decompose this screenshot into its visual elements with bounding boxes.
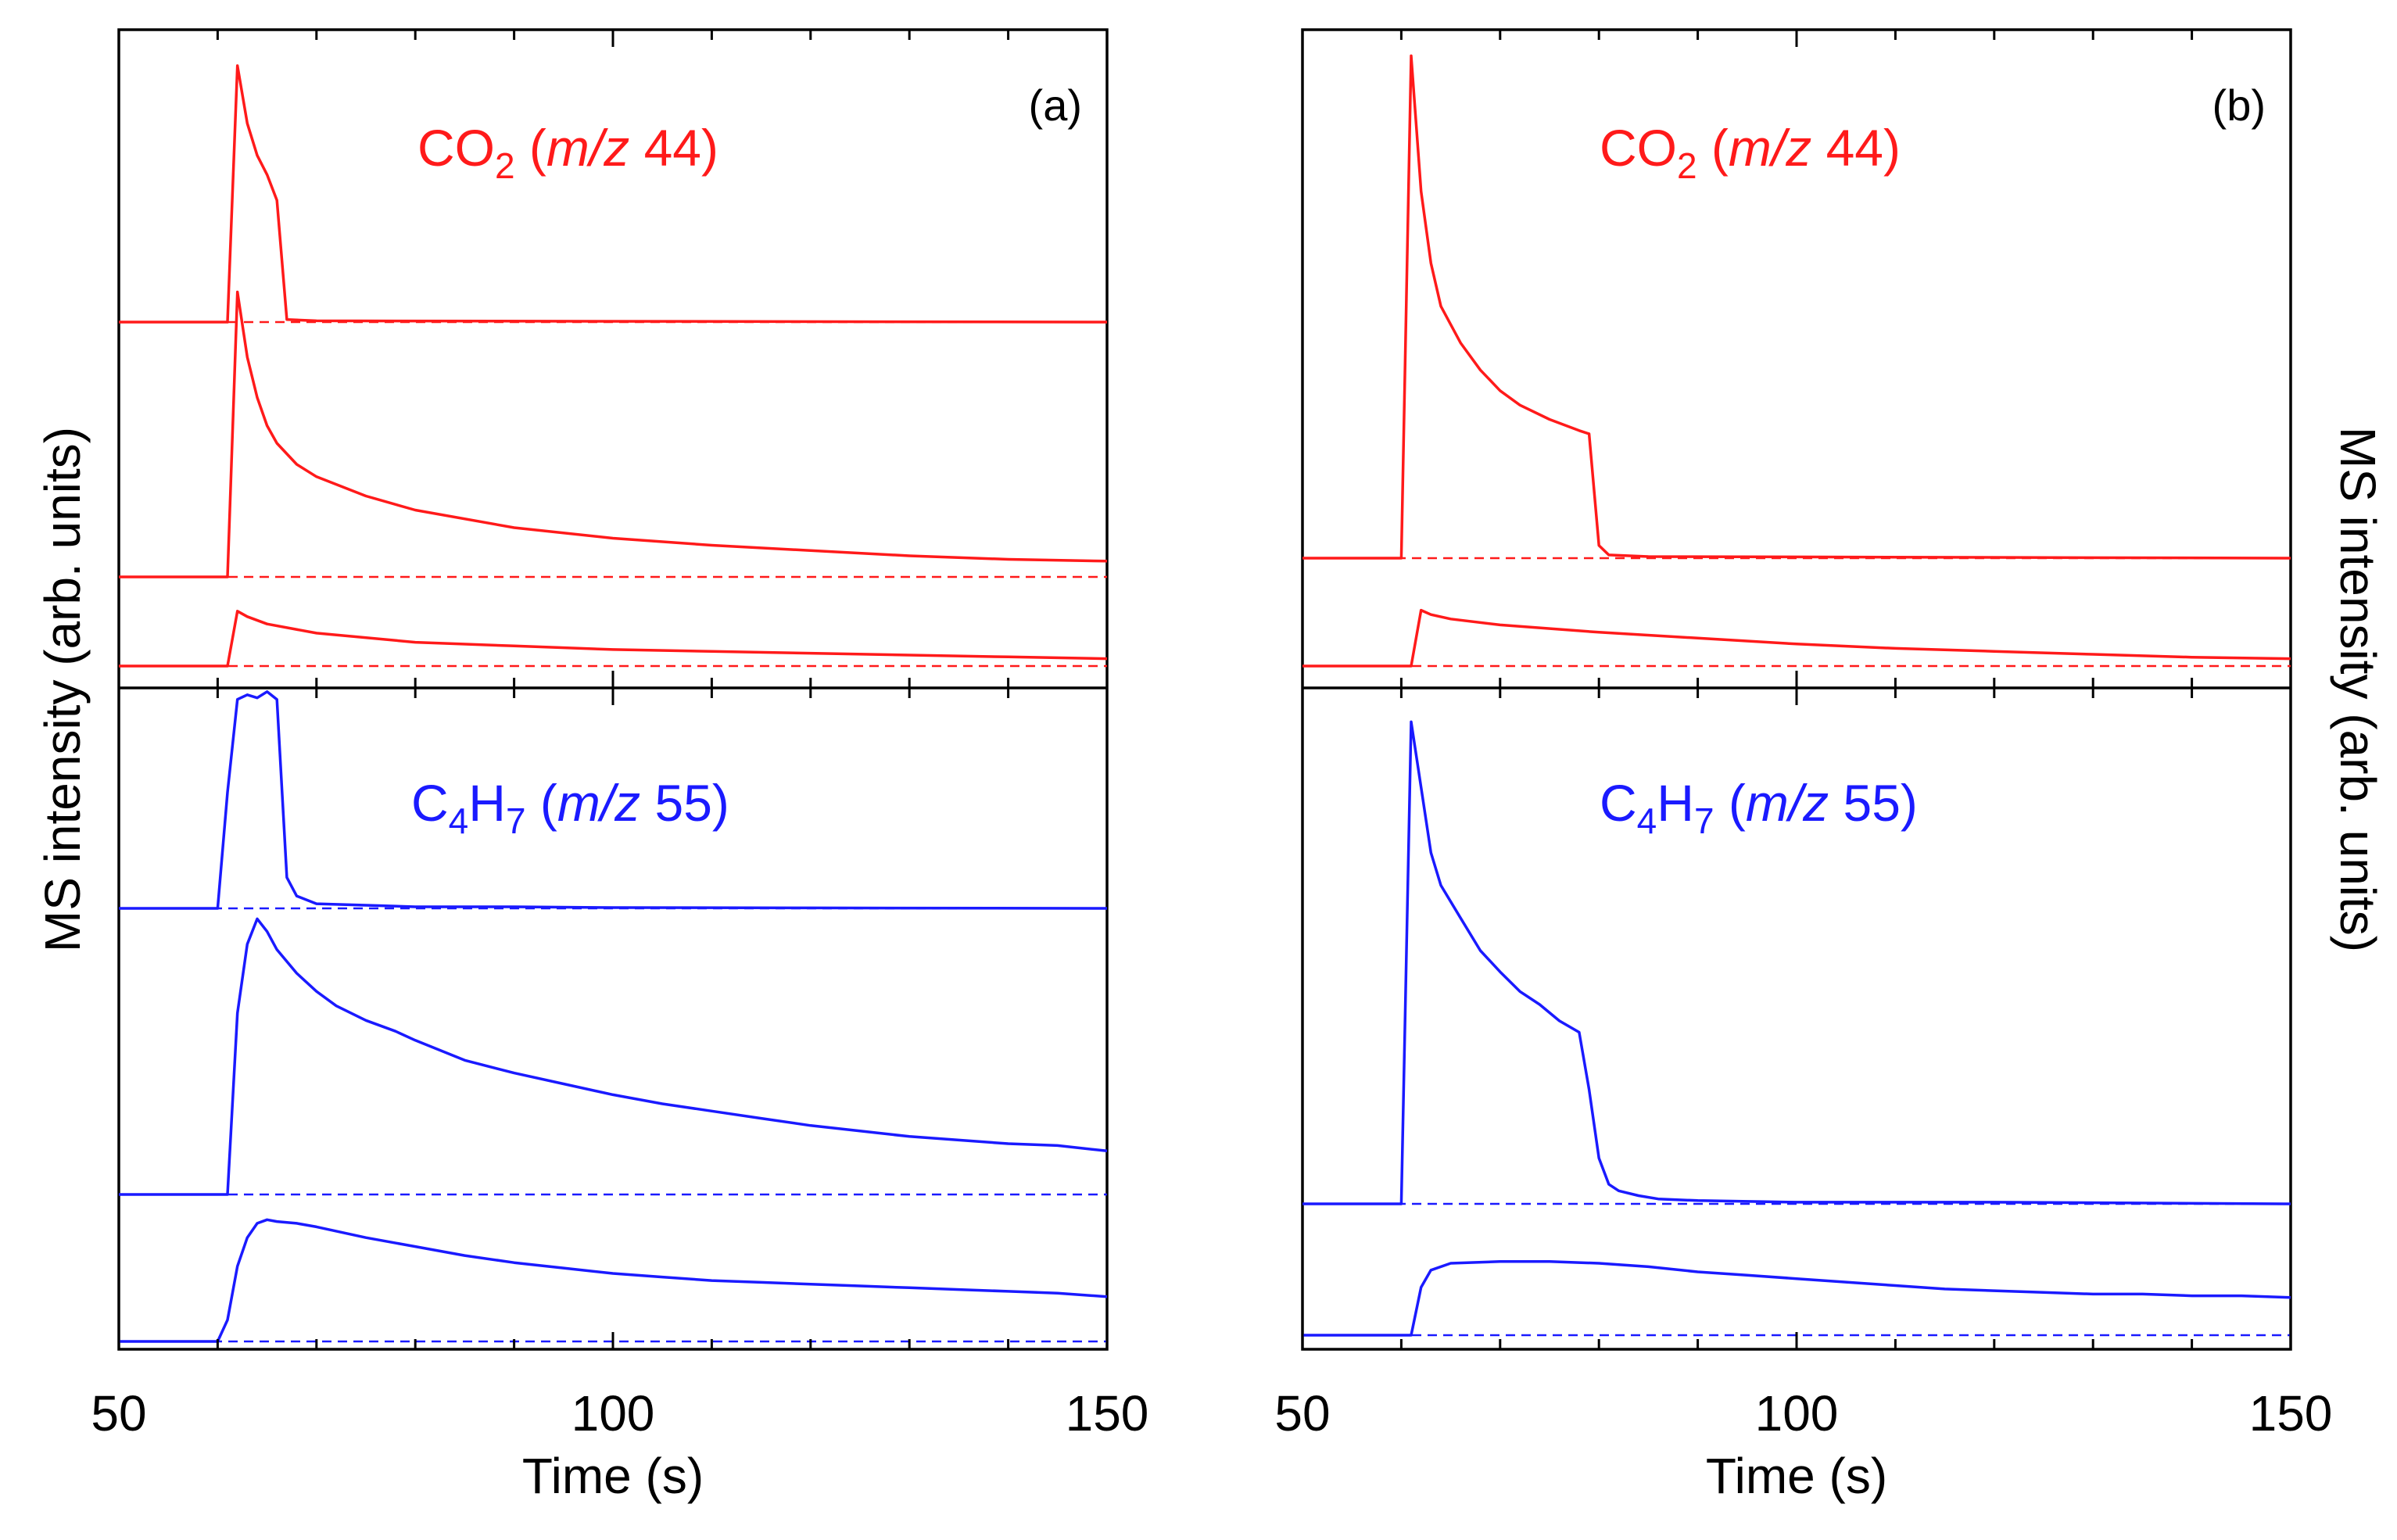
c4h7-label-base: C: [1600, 774, 1637, 832]
c4h7-label-sub: 4: [449, 800, 469, 841]
panel-a-ticks: 50 100 150: [91, 30, 1148, 1442]
panel-b-tag: (b): [2212, 81, 2266, 130]
panel-a-tag: (a): [1029, 81, 1082, 130]
co2-label-base: CO: [1600, 119, 1677, 177]
panel-b-co2-label: CO2 (m/z 44): [1600, 119, 1901, 186]
y-axis-label-left: MS intensity (arb. units): [34, 427, 91, 952]
co2-label-base: CO: [417, 119, 495, 177]
co2-label-open: (: [515, 119, 546, 177]
co2-label-sub: 2: [495, 145, 515, 186]
series-line-co2-1: [119, 64, 1108, 324]
c4h7-label-base2: H: [1657, 774, 1694, 832]
x-tick-label: 100: [1755, 1385, 1839, 1442]
c4h7-label-base2: H: [468, 774, 506, 832]
series-line-c4h7-3: [119, 1218, 1108, 1343]
co2-label-open: (: [1697, 119, 1729, 177]
panel-a: 50 100 150 (a) CO2 (m/z 44) C4H7 (m/z 55) …: [34, 28, 1148, 1504]
series-line-c4h7-1: [1302, 720, 2291, 1205]
co2-label-mz: m/z: [1729, 119, 1811, 177]
series-line-co2-2: [1302, 608, 2291, 668]
series-line-co2-2: [119, 290, 1108, 578]
x-tick-label: 50: [91, 1385, 146, 1442]
c4h7-label-mz: m/z: [1746, 774, 1829, 832]
panel-b-x-axis-label: Time (s): [1706, 1448, 1887, 1504]
x-tick-label: 100: [571, 1385, 655, 1442]
series-line-c4h7-2: [119, 917, 1108, 1196]
panel-a-c4h7-label: C4H7 (m/z 55): [411, 774, 729, 841]
x-tick-label: 150: [1066, 1385, 1149, 1442]
panel-a-x-axis-label: Time (s): [522, 1448, 704, 1504]
series-line-co2-3: [119, 610, 1108, 668]
co2-label-num: 44): [629, 119, 718, 177]
y-axis-label-right: MS intensity (arb. units): [2330, 427, 2386, 952]
c4h7-label-open: (: [1714, 774, 1746, 832]
panel-a-co2-label: CO2 (m/z 44): [417, 119, 718, 186]
co2-label-mz: m/z: [546, 119, 629, 177]
x-tick-label: 50: [1274, 1385, 1330, 1442]
c4h7-label-mz: m/z: [557, 774, 640, 832]
c4h7-label-sub2: 7: [506, 800, 526, 841]
series-line-co2-1: [1302, 54, 2291, 560]
c4h7-label-open: (: [526, 774, 557, 832]
series-line-c4h7-1: [119, 690, 1108, 910]
c4h7-label-num: 55): [640, 774, 729, 832]
x-tick-label: 150: [2249, 1385, 2333, 1442]
c4h7-label-base: C: [411, 774, 449, 832]
panel-b-ticks: 50 100 150: [1274, 30, 2332, 1442]
panel-b: 50 100 150 (b) CO2 (m/z 44) C4H7 (m/z 55) …: [1274, 28, 2386, 1504]
co2-label-sub: 2: [1677, 145, 1697, 186]
c4h7-label-sub2: 7: [1694, 800, 1714, 841]
c4h7-label-sub: 4: [1637, 800, 1657, 841]
panel-b-c4h7-label: C4H7 (m/z 55): [1600, 774, 1918, 841]
co2-label-num: 44): [1811, 119, 1901, 177]
c4h7-label-num: 55): [1829, 774, 1918, 832]
series-line-c4h7-2: [1302, 1260, 2291, 1337]
